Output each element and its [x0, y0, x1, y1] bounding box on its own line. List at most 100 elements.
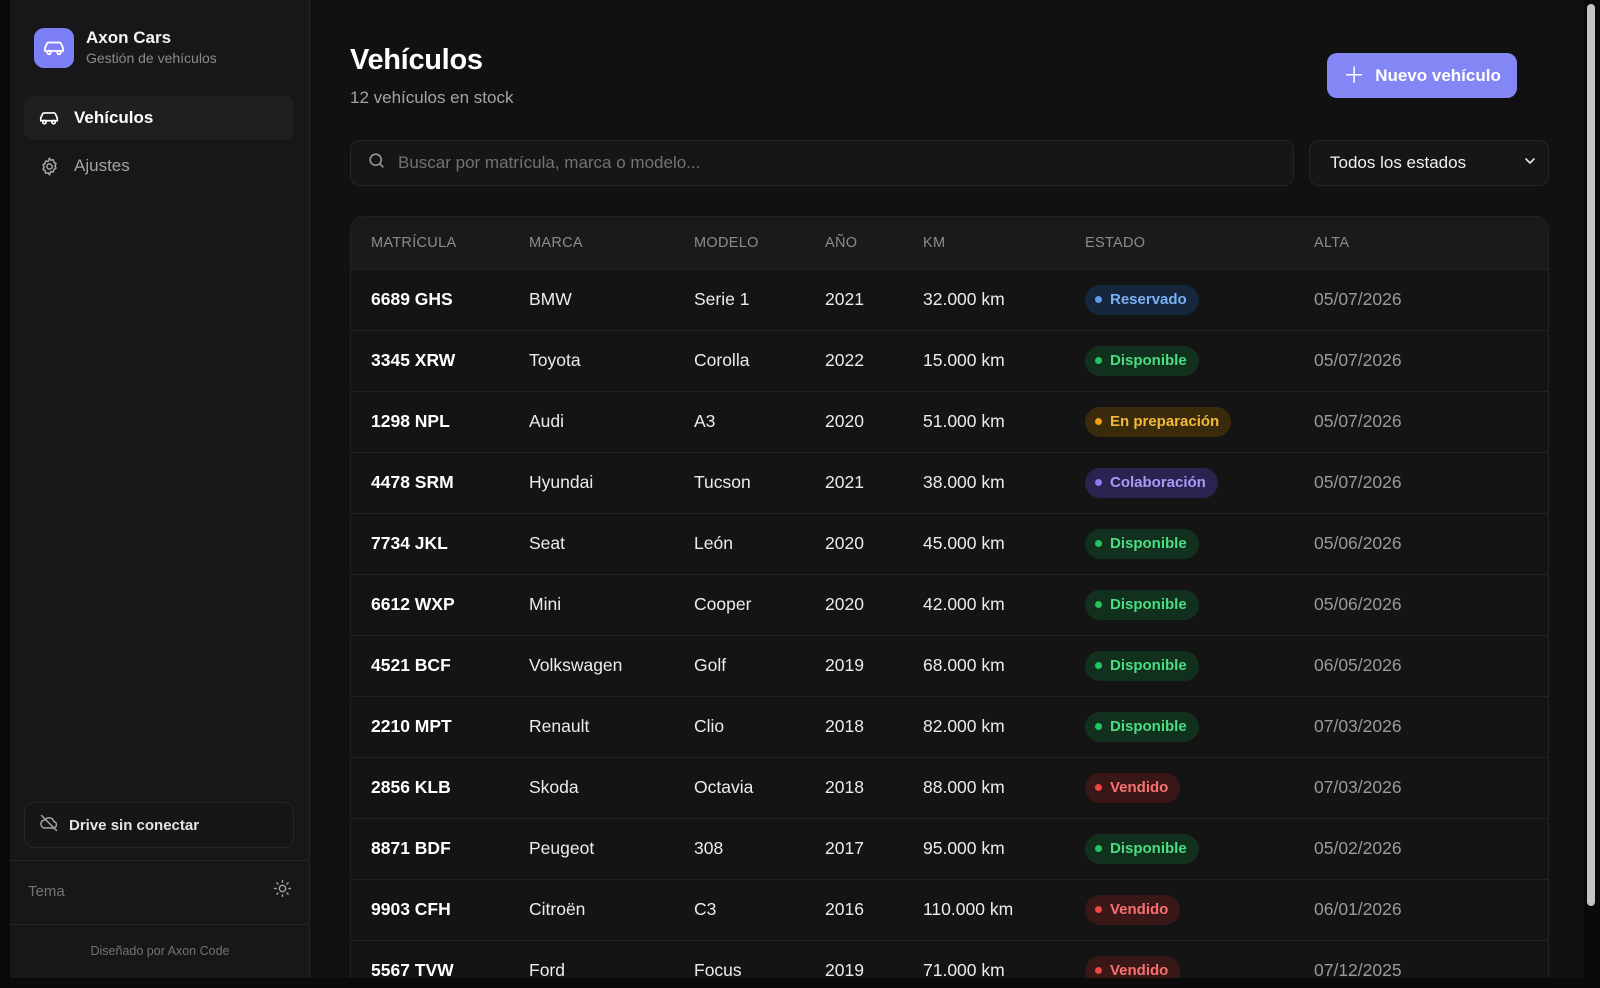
- status-label: Reservado: [1110, 291, 1187, 308]
- status-dot: [1095, 357, 1102, 364]
- page-subtitle: 12 vehículos en stock: [350, 88, 514, 107]
- sidebar-item-label: Vehículos: [74, 108, 154, 127]
- cell-year: 2021: [825, 289, 864, 309]
- status-filter-value: Todos los estados: [1330, 153, 1467, 172]
- drive-status-button[interactable]: Drive sin conectar: [24, 802, 294, 848]
- status-dot: [1095, 967, 1102, 975]
- status-badge: Disponible: [1085, 711, 1199, 742]
- cell-km: 71.000 km: [923, 960, 1005, 978]
- status-dot: [1095, 296, 1102, 303]
- chevron-down-icon: [1522, 153, 1538, 174]
- drive-status-label: Drive sin conectar: [69, 816, 200, 834]
- column-header[interactable]: ESTADO: [1085, 234, 1146, 251]
- table-row[interactable]: 4478 SRM Hyundai Tucson 2021 38.000 km Colabo…: [351, 452, 1548, 513]
- cell-km: 15.000 km: [923, 350, 1005, 370]
- cell-year: 2016: [825, 899, 864, 919]
- cell-plate: 8871 BDF: [371, 838, 451, 858]
- table-row[interactable]: 7734 JKL Seat León 2020 45.000 km Disponible 0…: [351, 513, 1548, 574]
- search-box: [350, 140, 1294, 186]
- status-badge: Vendido: [1085, 955, 1181, 978]
- table-header-row: MATRÍCULA MARCA MODELO AÑO KM ESTADO ALT…: [351, 217, 1548, 269]
- cell-plate: 3345 XRW: [371, 350, 456, 370]
- status-badge: Disponible: [1085, 528, 1199, 559]
- table-row[interactable]: 8871 BDF Peugeot 308 2017 95.000 km Disponibl…: [351, 818, 1548, 879]
- cell-date: 05/02/2026: [1314, 838, 1402, 858]
- cell-status: Colaboración: [1065, 452, 1294, 513]
- status-dot: [1095, 662, 1102, 669]
- cell-plate: 6612 WXP: [371, 594, 455, 614]
- cloud-off-icon: [39, 813, 59, 838]
- status-filter-select[interactable]: Todos los estados: [1309, 140, 1549, 186]
- cell-status: Disponible: [1065, 330, 1294, 391]
- add-vehicle-button[interactable]: ＋ Nuevo vehículo: [1327, 53, 1517, 98]
- sidebar-item-ajustes[interactable]: Ajustes: [24, 144, 294, 188]
- cell-km: 68.000 km: [923, 655, 1005, 675]
- column-header[interactable]: AÑO: [825, 234, 858, 251]
- footer-credit: Diseñado por Axon Code: [90, 944, 230, 958]
- cell-model: Corolla: [694, 350, 750, 370]
- status-badge: Vendido: [1085, 894, 1181, 925]
- status-dot: [1095, 845, 1102, 852]
- table-row[interactable]: 3345 XRW Toyota Corolla 2022 15.000 km Dispon…: [351, 330, 1548, 391]
- cell-status: Vendido: [1065, 940, 1294, 978]
- status-label: Disponible: [1110, 535, 1187, 552]
- table-row[interactable]: 2856 KLB Skoda Octavia 2018 88.000 km Vendido…: [351, 757, 1548, 818]
- cell-brand: Toyota: [529, 350, 581, 370]
- cell-plate: 7734 JKL: [371, 533, 448, 553]
- cell-km: 42.000 km: [923, 594, 1005, 614]
- cell-model: A3: [694, 411, 716, 431]
- table-row[interactable]: 2210 MPT Renault Clio 2018 82.000 km Disponib…: [351, 696, 1548, 757]
- main-content: Vehículos 12 vehículos en stock ＋ Nuevo …: [310, 0, 1584, 978]
- column-header[interactable]: ALTA: [1314, 234, 1350, 251]
- cell-year: 2018: [825, 716, 864, 736]
- add-vehicle-label: Nuevo vehículo: [1375, 65, 1501, 85]
- status-label: Disponible: [1110, 840, 1187, 857]
- brand: Axon Cars Gestión de vehículos: [34, 28, 217, 68]
- table-row[interactable]: 5567 TVW Ford Focus 2019 71.000 km Vendido 07/…: [351, 940, 1548, 978]
- cell-km: 110.000 km: [923, 899, 1014, 919]
- cell-plate: 9903 CFH: [371, 899, 451, 919]
- cell-date: 07/03/2026: [1314, 716, 1402, 736]
- divider: [10, 924, 310, 925]
- cell-km: 38.000 km: [923, 472, 1005, 492]
- cell-date: 07/12/2025: [1314, 960, 1402, 978]
- table-row[interactable]: 6612 WXP Mini Cooper 2020 42.000 km Disponibl…: [351, 574, 1548, 635]
- cell-model: Clio: [694, 716, 725, 736]
- status-badge: Vendido: [1085, 772, 1181, 803]
- cell-date: 06/01/2026: [1314, 899, 1402, 919]
- plus-icon: ＋: [1343, 62, 1366, 88]
- table-row[interactable]: 6689 GHS BMW Serie 1 2021 32.000 km Reservado…: [351, 269, 1548, 330]
- column-header[interactable]: MARCA: [529, 234, 583, 251]
- sidebar-item-vehiculos[interactable]: Vehículos: [24, 96, 294, 140]
- status-dot: [1095, 601, 1102, 608]
- cell-brand: Skoda: [529, 777, 579, 797]
- gear-icon: [38, 155, 60, 177]
- cell-year: 2022: [825, 350, 864, 370]
- table-row[interactable]: 9903 CFH Citroën C3 2016 110.000 km Vendido 06…: [351, 879, 1548, 940]
- cell-year: 2021: [825, 472, 864, 492]
- status-label: Disponible: [1110, 352, 1187, 369]
- app-window: Axon Cars Gestión de vehículos Vehículos: [10, 0, 1584, 978]
- cell-date: 05/06/2026: [1314, 533, 1402, 553]
- table-row[interactable]: 1298 NPL Audi A3 2020 51.000 km En preparació…: [351, 391, 1548, 452]
- cell-model: Tucson: [694, 472, 751, 492]
- divider: [10, 860, 310, 861]
- sidebar-nav: Vehículos Ajustes: [24, 96, 294, 192]
- scrollbar[interactable]: [1584, 0, 1600, 978]
- search-input[interactable]: [398, 153, 1258, 173]
- brand-subtitle: Gestión de vehículos: [86, 50, 217, 66]
- column-header[interactable]: MODELO: [694, 234, 759, 251]
- search-icon: [367, 151, 386, 175]
- status-badge: Reservado: [1085, 284, 1199, 315]
- sun-icon[interactable]: [273, 879, 292, 903]
- scrollbar-thumb[interactable]: [1587, 4, 1595, 906]
- page-title: Vehículos: [350, 44, 483, 76]
- cell-year: 2019: [825, 655, 864, 675]
- cell-km: 82.000 km: [923, 716, 1005, 736]
- cell-brand: Citroën: [529, 899, 586, 919]
- table-row[interactable]: 4521 BCF Volkswagen Golf 2019 68.000 km Dispo…: [351, 635, 1548, 696]
- cell-plate: 6689 GHS: [371, 289, 453, 309]
- column-header[interactable]: MATRÍCULA: [371, 234, 457, 251]
- column-header[interactable]: KM: [923, 234, 946, 251]
- car-icon: [38, 107, 60, 129]
